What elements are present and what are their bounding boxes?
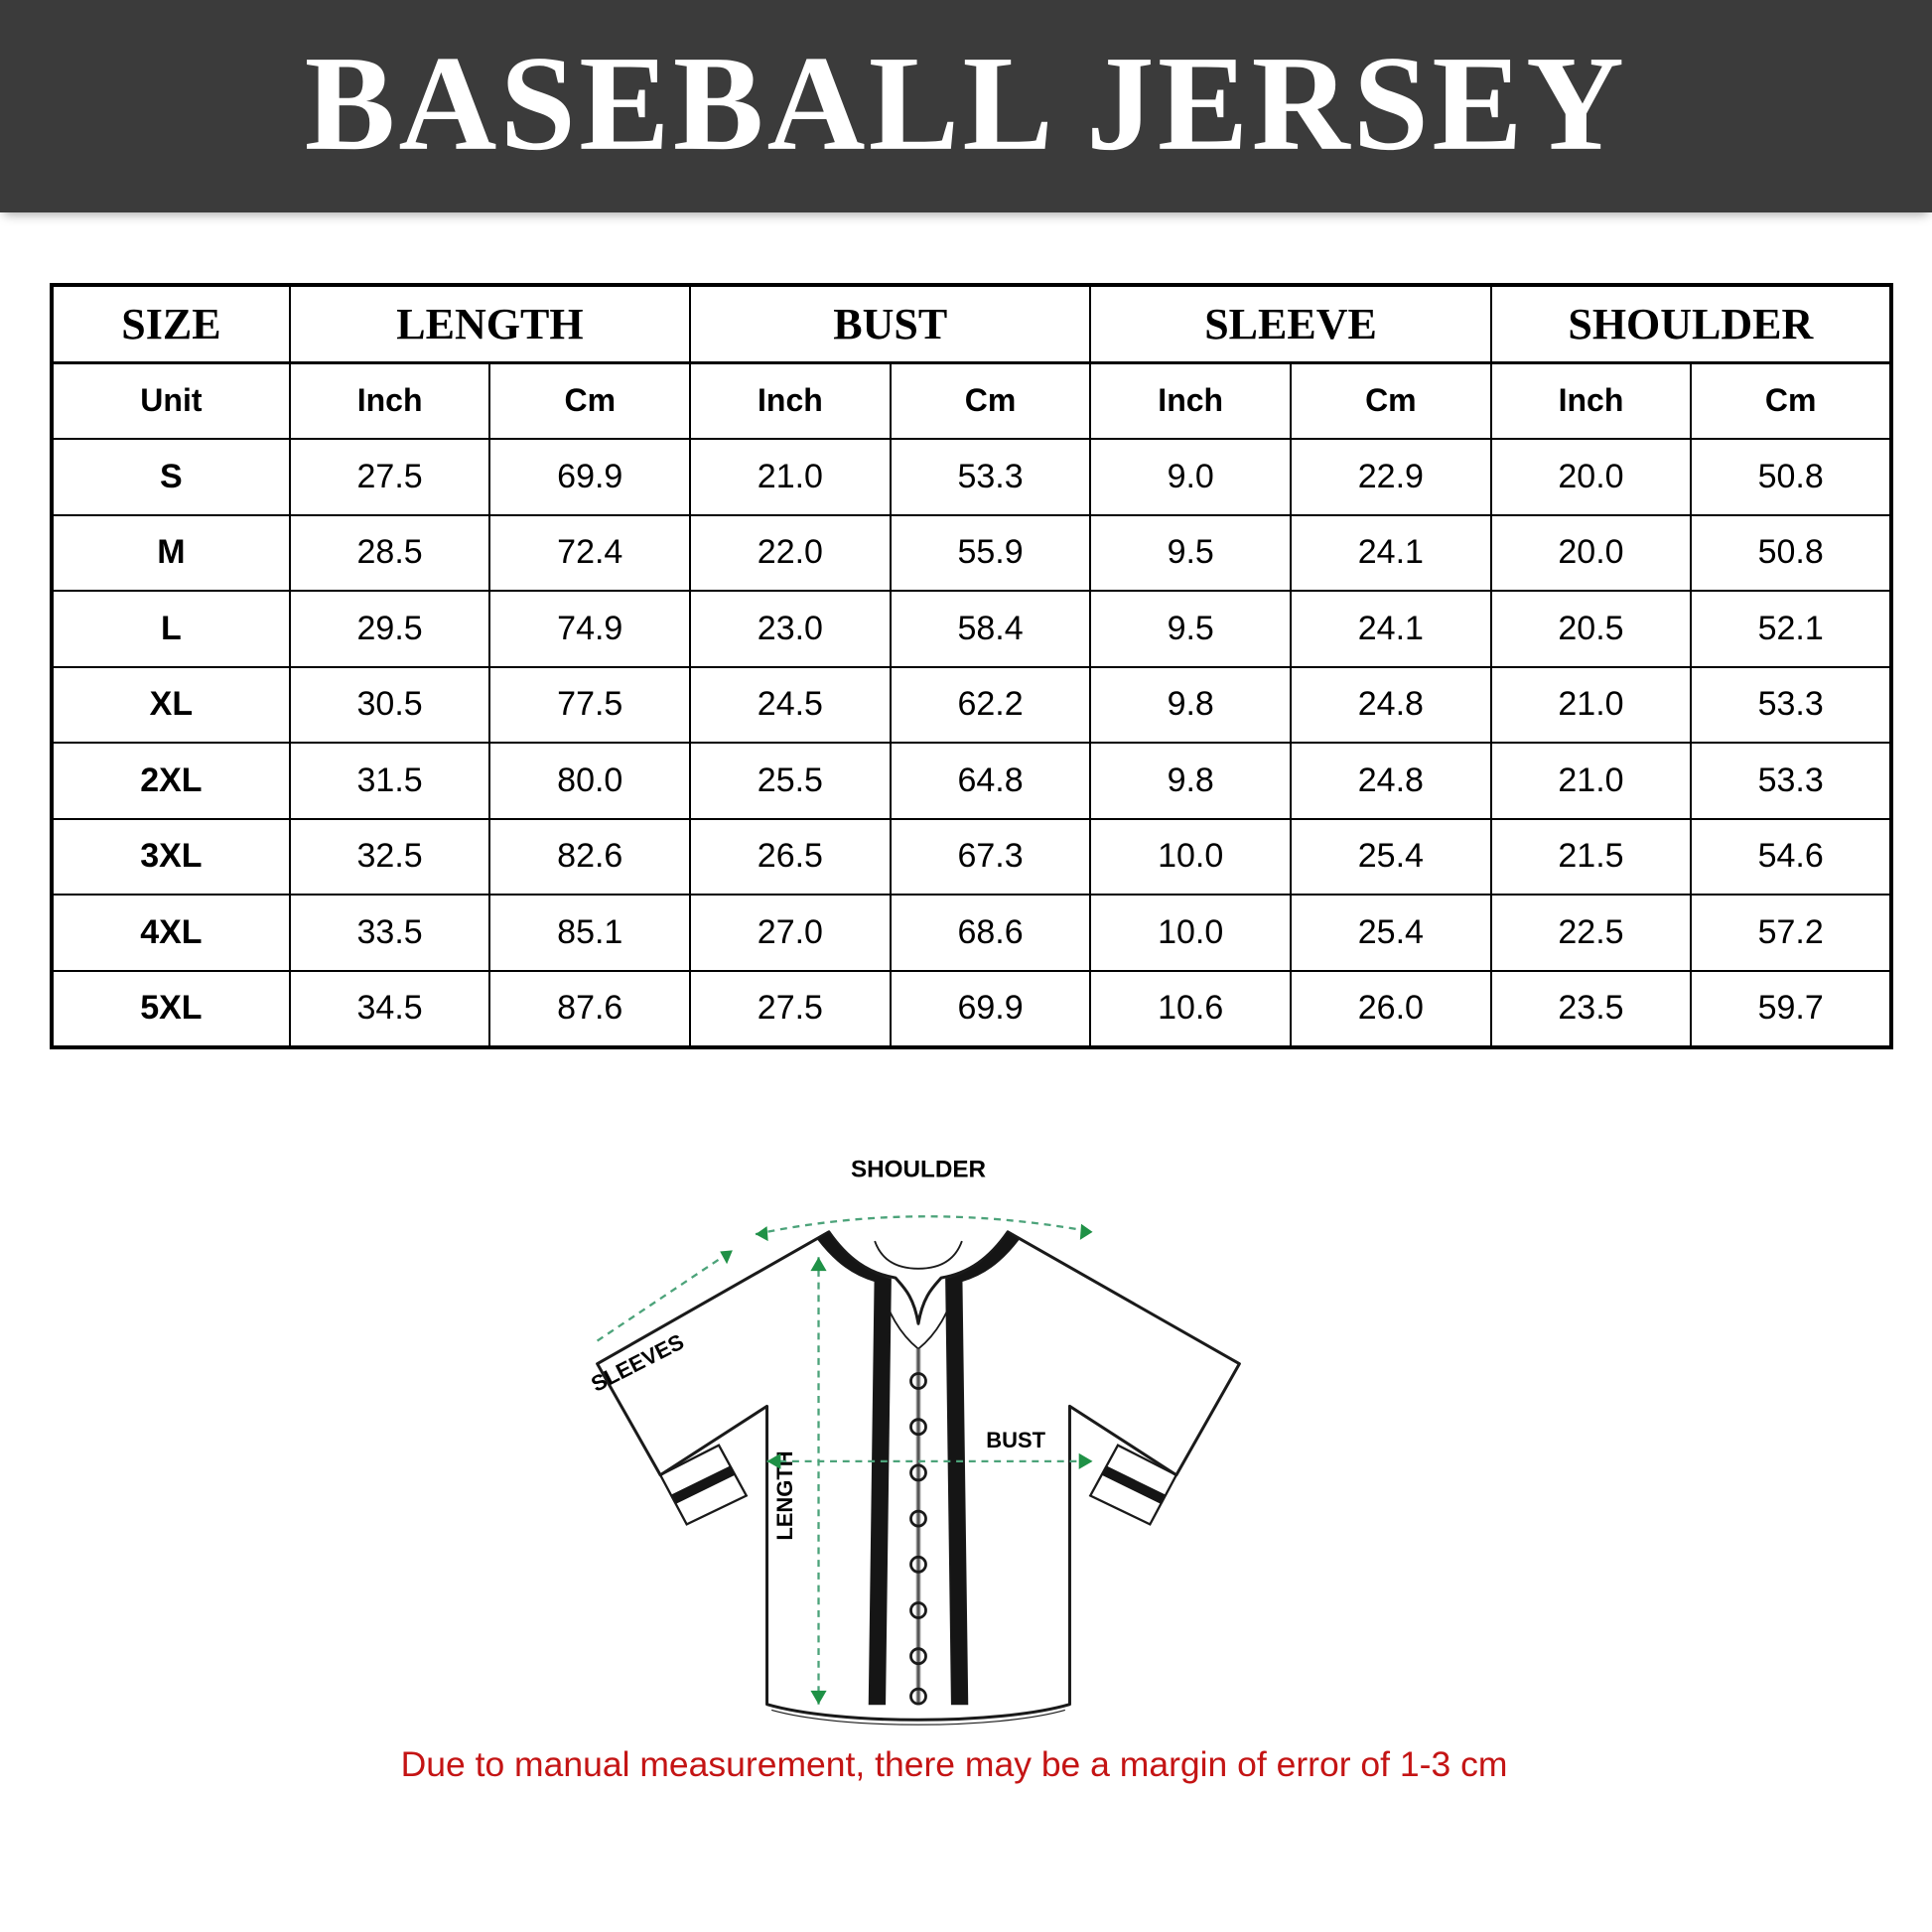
svg-text:BUST: BUST <box>986 1428 1045 1452</box>
svg-text:SHOULDER: SHOULDER <box>851 1156 987 1182</box>
